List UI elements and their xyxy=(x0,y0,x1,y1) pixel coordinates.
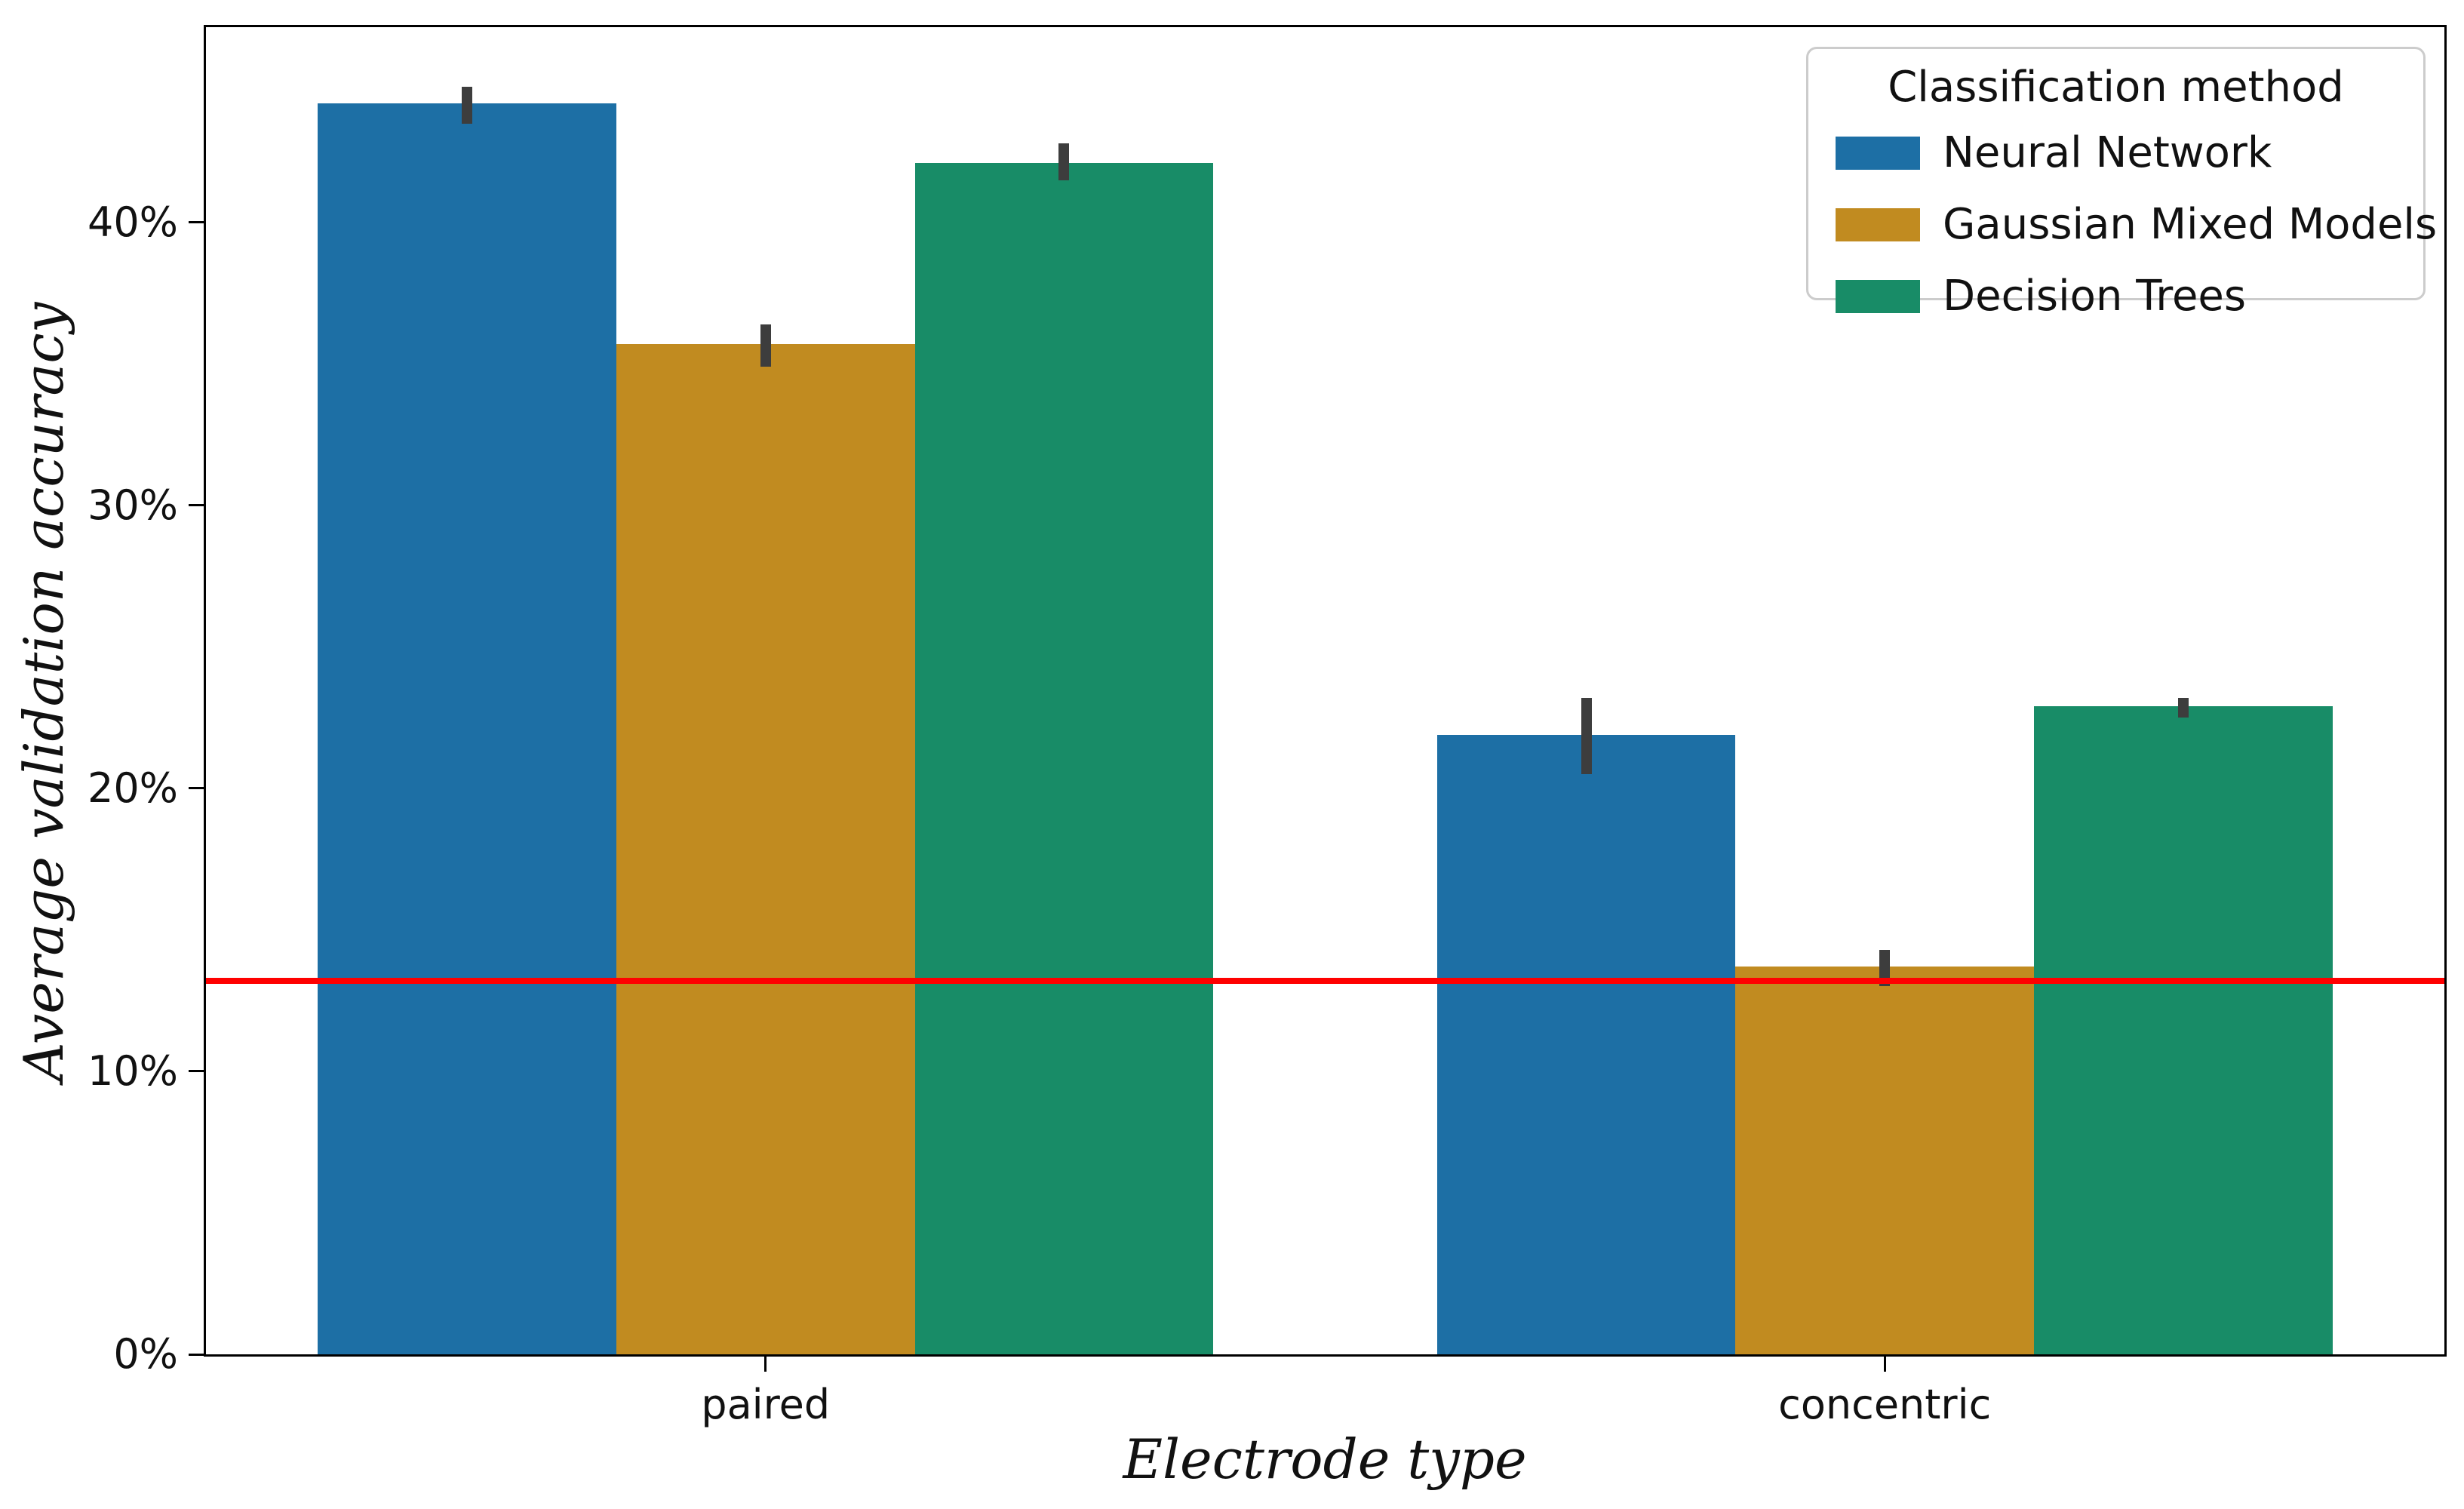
bar-concentric-neural-network xyxy=(1436,734,1736,1354)
y-tick-label-40%: 40% xyxy=(87,198,178,246)
y-tick-mark-0% xyxy=(189,1353,204,1356)
legend-swatch-decision-trees xyxy=(1836,279,1920,313)
error-bar-paired-gaussian-mixed-models xyxy=(760,324,771,367)
reference-line xyxy=(206,977,2444,984)
x-tick-mark-paired xyxy=(764,1357,767,1372)
y-tick-mark-30% xyxy=(189,504,204,507)
legend-label-decision-trees: Decision Trees xyxy=(1943,272,2247,321)
bar-concentric-decision-trees xyxy=(2034,706,2333,1354)
error-bar-paired-decision-trees xyxy=(1058,143,1070,180)
x-tick-mark-concentric xyxy=(1883,1357,1886,1372)
legend-item-gaussian-mixed-models: Gaussian Mixed Models xyxy=(1836,200,2437,249)
bar-paired-gaussian-mixed-models xyxy=(616,344,915,1354)
y-tick-label-10%: 10% xyxy=(87,1046,178,1095)
legend-item-neural-network: Neural Network xyxy=(1836,128,2423,177)
y-tick-label-0%: 0% xyxy=(113,1330,178,1378)
legend-item-decision-trees: Decision Trees xyxy=(1836,272,2423,321)
error-bar-concentric-neural-network xyxy=(1581,697,1592,775)
y-tick-mark-20% xyxy=(189,787,204,790)
y-tick-label-20%: 20% xyxy=(87,764,178,812)
error-bar-paired-neural-network xyxy=(462,86,473,124)
legend-title: Classification method xyxy=(1888,63,2344,112)
bars-layer xyxy=(206,27,2444,1354)
error-bar-concentric-gaussian-mixed-models xyxy=(1879,949,1891,987)
error-bars-layer xyxy=(206,27,2444,1354)
x-tick-label-concentric: concentric xyxy=(1778,1381,1992,1428)
legend: Classification method Neural Network Gaus… xyxy=(1806,47,2437,321)
legend-label-gaussian-mixed-models: Gaussian Mixed Models xyxy=(1943,200,2438,249)
y-tick-mark-10% xyxy=(189,1070,204,1073)
bar-concentric-gaussian-mixed-models xyxy=(1735,967,2035,1354)
y-axis-label: Average validation accuracy xyxy=(12,302,75,1082)
x-tick-label-paired: paired xyxy=(701,1381,831,1428)
bar-paired-decision-trees xyxy=(914,163,1214,1354)
y-tick-mark-40% xyxy=(189,221,204,224)
bar-paired-neural-network xyxy=(318,103,616,1354)
legend-swatch-gaussian-mixed-models xyxy=(1836,207,1920,241)
y-tick-label-30%: 30% xyxy=(87,481,178,529)
legend-items: Neural Network Gaussian Mixed Models Decis… xyxy=(1836,128,2437,321)
error-bar-concentric-decision-trees xyxy=(2177,697,2189,718)
x-axis-label: Electrode type xyxy=(1123,1428,1527,1491)
legend-swatch-neural-network xyxy=(1836,136,1920,170)
legend-label-neural-network: Neural Network xyxy=(1943,128,2272,177)
